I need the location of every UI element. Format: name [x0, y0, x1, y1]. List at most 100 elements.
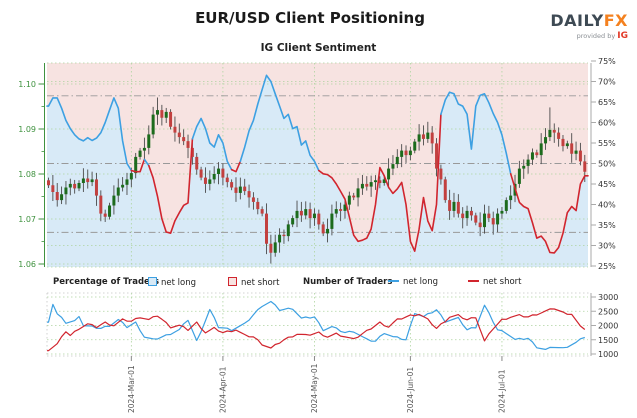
candle-body	[190, 147, 194, 157]
candle-body	[535, 152, 539, 156]
candle-body	[413, 141, 417, 151]
candle-body	[565, 143, 569, 147]
candle-body	[278, 234, 282, 243]
candle-body	[435, 143, 439, 169]
candle-body	[99, 195, 103, 214]
net-short-pct-line	[230, 160, 242, 173]
candle-body	[352, 195, 356, 198]
price-tick-label: 1.09	[18, 125, 36, 134]
candle-body	[256, 201, 260, 210]
candle-body	[548, 129, 552, 138]
net-short-count-line	[47, 308, 586, 352]
candle-body	[570, 143, 574, 154]
legend-number-header: Number of Traders	[303, 277, 393, 287]
candle-body	[448, 200, 452, 211]
pct-tick-label: 40%	[598, 201, 616, 210]
price-tick-label: 1.07	[18, 215, 36, 224]
candle-body	[86, 178, 90, 183]
candle-body	[156, 110, 159, 115]
candle-body	[574, 150, 578, 154]
candle-body	[487, 213, 491, 219]
candle-body	[426, 132, 430, 139]
candle-body	[73, 183, 77, 189]
candle-body	[186, 141, 190, 148]
candle-body	[147, 134, 151, 148]
candle-body	[326, 228, 330, 234]
dailyfx-logo: DAILYFX provided by IG	[550, 13, 628, 41]
candle-body	[469, 210, 473, 216]
candle-body	[77, 183, 81, 189]
candle-body	[164, 111, 168, 118]
x-axis-date-label: 2024-Apr-01	[218, 366, 227, 413]
x-axis-date-label: 2024-May-01	[310, 363, 319, 413]
candle-body	[47, 180, 50, 186]
candle-body	[522, 165, 526, 169]
x-axis-date-label: 2024-Mar-01	[127, 365, 136, 413]
logo-accent: FX	[603, 11, 628, 30]
net-short-pct-line	[318, 113, 442, 252]
dailyfx-logo-text: DAILYFX	[550, 13, 628, 29]
logo-brand: DAILY	[550, 11, 604, 30]
candles-group	[47, 97, 587, 264]
legend-num-net-short: net short	[468, 277, 522, 287]
candle-body	[530, 152, 534, 160]
candle-body	[243, 186, 247, 192]
candle-body	[116, 187, 120, 196]
candle-body	[317, 213, 321, 225]
number-of-traders-chart: 1000 1500 2000 2500 3000 2024-Mar-01 2024-Apr-…	[46, 292, 618, 413]
main-sentiment-chart: 1.06 1.07 1.08 1.09 1.10 25% 30% 35% 40% 45% 50% 55…	[18, 57, 616, 271]
candle-body	[234, 187, 238, 193]
candle-body	[299, 210, 303, 216]
net-long-pct-line	[143, 158, 150, 167]
pct-tick-label: 70%	[598, 78, 616, 87]
candle-body	[312, 213, 316, 219]
pct-tick-label: 65%	[598, 98, 616, 107]
candle-body	[544, 137, 548, 144]
candle-body	[504, 200, 508, 211]
price-tick-label: 1.06	[18, 260, 36, 269]
candle-body	[142, 147, 146, 151]
candle-body	[247, 191, 251, 198]
candle-body	[369, 182, 373, 187]
candle-body	[561, 138, 565, 147]
legend-percentage-header: Percentage of Traders	[53, 277, 160, 287]
net-long-pct-line	[191, 117, 233, 171]
pct-tick-label: 50%	[598, 160, 616, 169]
count-tick-label: 3000	[598, 293, 618, 302]
candle-body	[387, 168, 391, 180]
net-long-line-icon	[388, 280, 399, 282]
candle-body	[378, 180, 382, 183]
candle-body	[129, 173, 133, 180]
pct-tick-label: 35%	[598, 221, 616, 230]
candle-body	[265, 213, 268, 244]
candle-body	[474, 215, 478, 223]
candle-body	[212, 174, 216, 180]
candle-body	[421, 134, 425, 139]
ig-brand: IG	[617, 31, 628, 41]
sentiment-line-group	[46, 74, 589, 254]
candle-body	[251, 197, 255, 202]
candle-body	[496, 213, 500, 225]
candle-body	[60, 194, 64, 201]
candle-body	[291, 218, 295, 225]
candle-body	[343, 204, 347, 211]
candle-body	[334, 209, 338, 214]
candle-body	[483, 213, 486, 228]
candle-body	[526, 159, 530, 166]
candle-body	[408, 150, 412, 156]
candle-body	[55, 192, 59, 201]
candle-body	[230, 182, 234, 188]
candle-body	[286, 224, 290, 237]
candle-body	[417, 134, 421, 142]
net-long-pct-line	[440, 91, 512, 175]
candle-body	[347, 195, 351, 205]
price-tick-label: 1.08	[18, 170, 36, 179]
candle-body	[400, 150, 404, 157]
candle-body	[395, 156, 399, 165]
net-long-swatch-icon	[148, 277, 157, 286]
candle-body	[260, 209, 264, 214]
candle-body	[308, 209, 312, 219]
pct-tick-label: 25%	[598, 262, 616, 271]
candle-body	[478, 222, 482, 228]
